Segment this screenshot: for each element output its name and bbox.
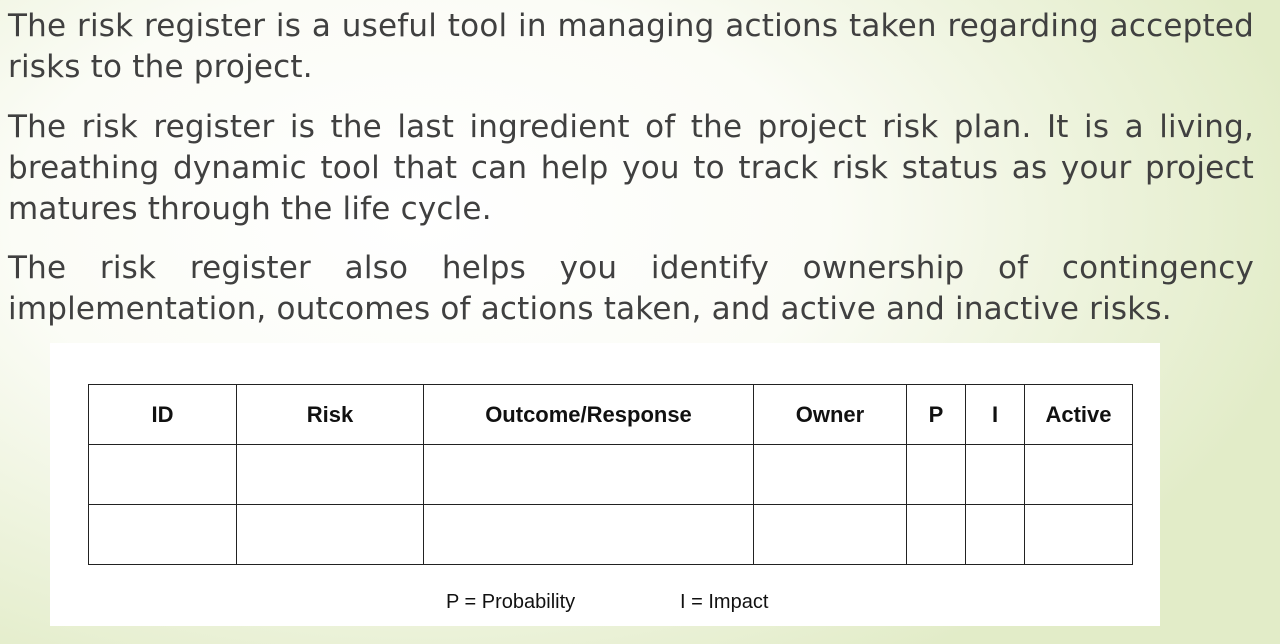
header-owner: Owner — [753, 384, 907, 445]
table-cell — [906, 504, 966, 565]
table-cell — [753, 444, 907, 505]
header-active: Active — [1024, 384, 1133, 445]
table-row — [88, 444, 1133, 505]
legend-probability: P = Probability — [446, 591, 576, 613]
legend-impact: I = Impact — [680, 591, 769, 613]
header-impact: I — [965, 384, 1025, 445]
table-cell — [1024, 504, 1133, 565]
paragraph-living-tool: The risk register is the last ingredient… — [8, 109, 1254, 227]
risk-register-figure: ID Risk Outcome/Response Owner P I Activ… — [50, 343, 1160, 626]
header-risk: Risk — [236, 384, 424, 445]
table-cell — [236, 504, 424, 565]
header-id: ID — [88, 384, 237, 445]
paragraph-intro: The risk register is a useful tool in ma… — [8, 8, 1254, 85]
table-cell — [423, 504, 754, 565]
table-header-row: ID Risk Outcome/Response Owner P I Activ… — [88, 384, 1133, 445]
table-cell — [1024, 444, 1133, 505]
table-cell — [906, 444, 966, 505]
table-cell — [965, 504, 1025, 565]
paragraph-ownership: The risk register also helps you identif… — [8, 250, 1254, 327]
risk-register-table: ID Risk Outcome/Response Owner P I Activ… — [88, 384, 1133, 565]
table-row — [88, 504, 1133, 565]
table-cell — [965, 444, 1025, 505]
header-probability: P — [906, 384, 966, 445]
header-outcome-response: Outcome/Response — [423, 384, 754, 445]
table-cell — [88, 504, 237, 565]
table-cell — [423, 444, 754, 505]
table-cell — [88, 444, 237, 505]
table-cell — [236, 444, 424, 505]
table-cell — [753, 504, 907, 565]
